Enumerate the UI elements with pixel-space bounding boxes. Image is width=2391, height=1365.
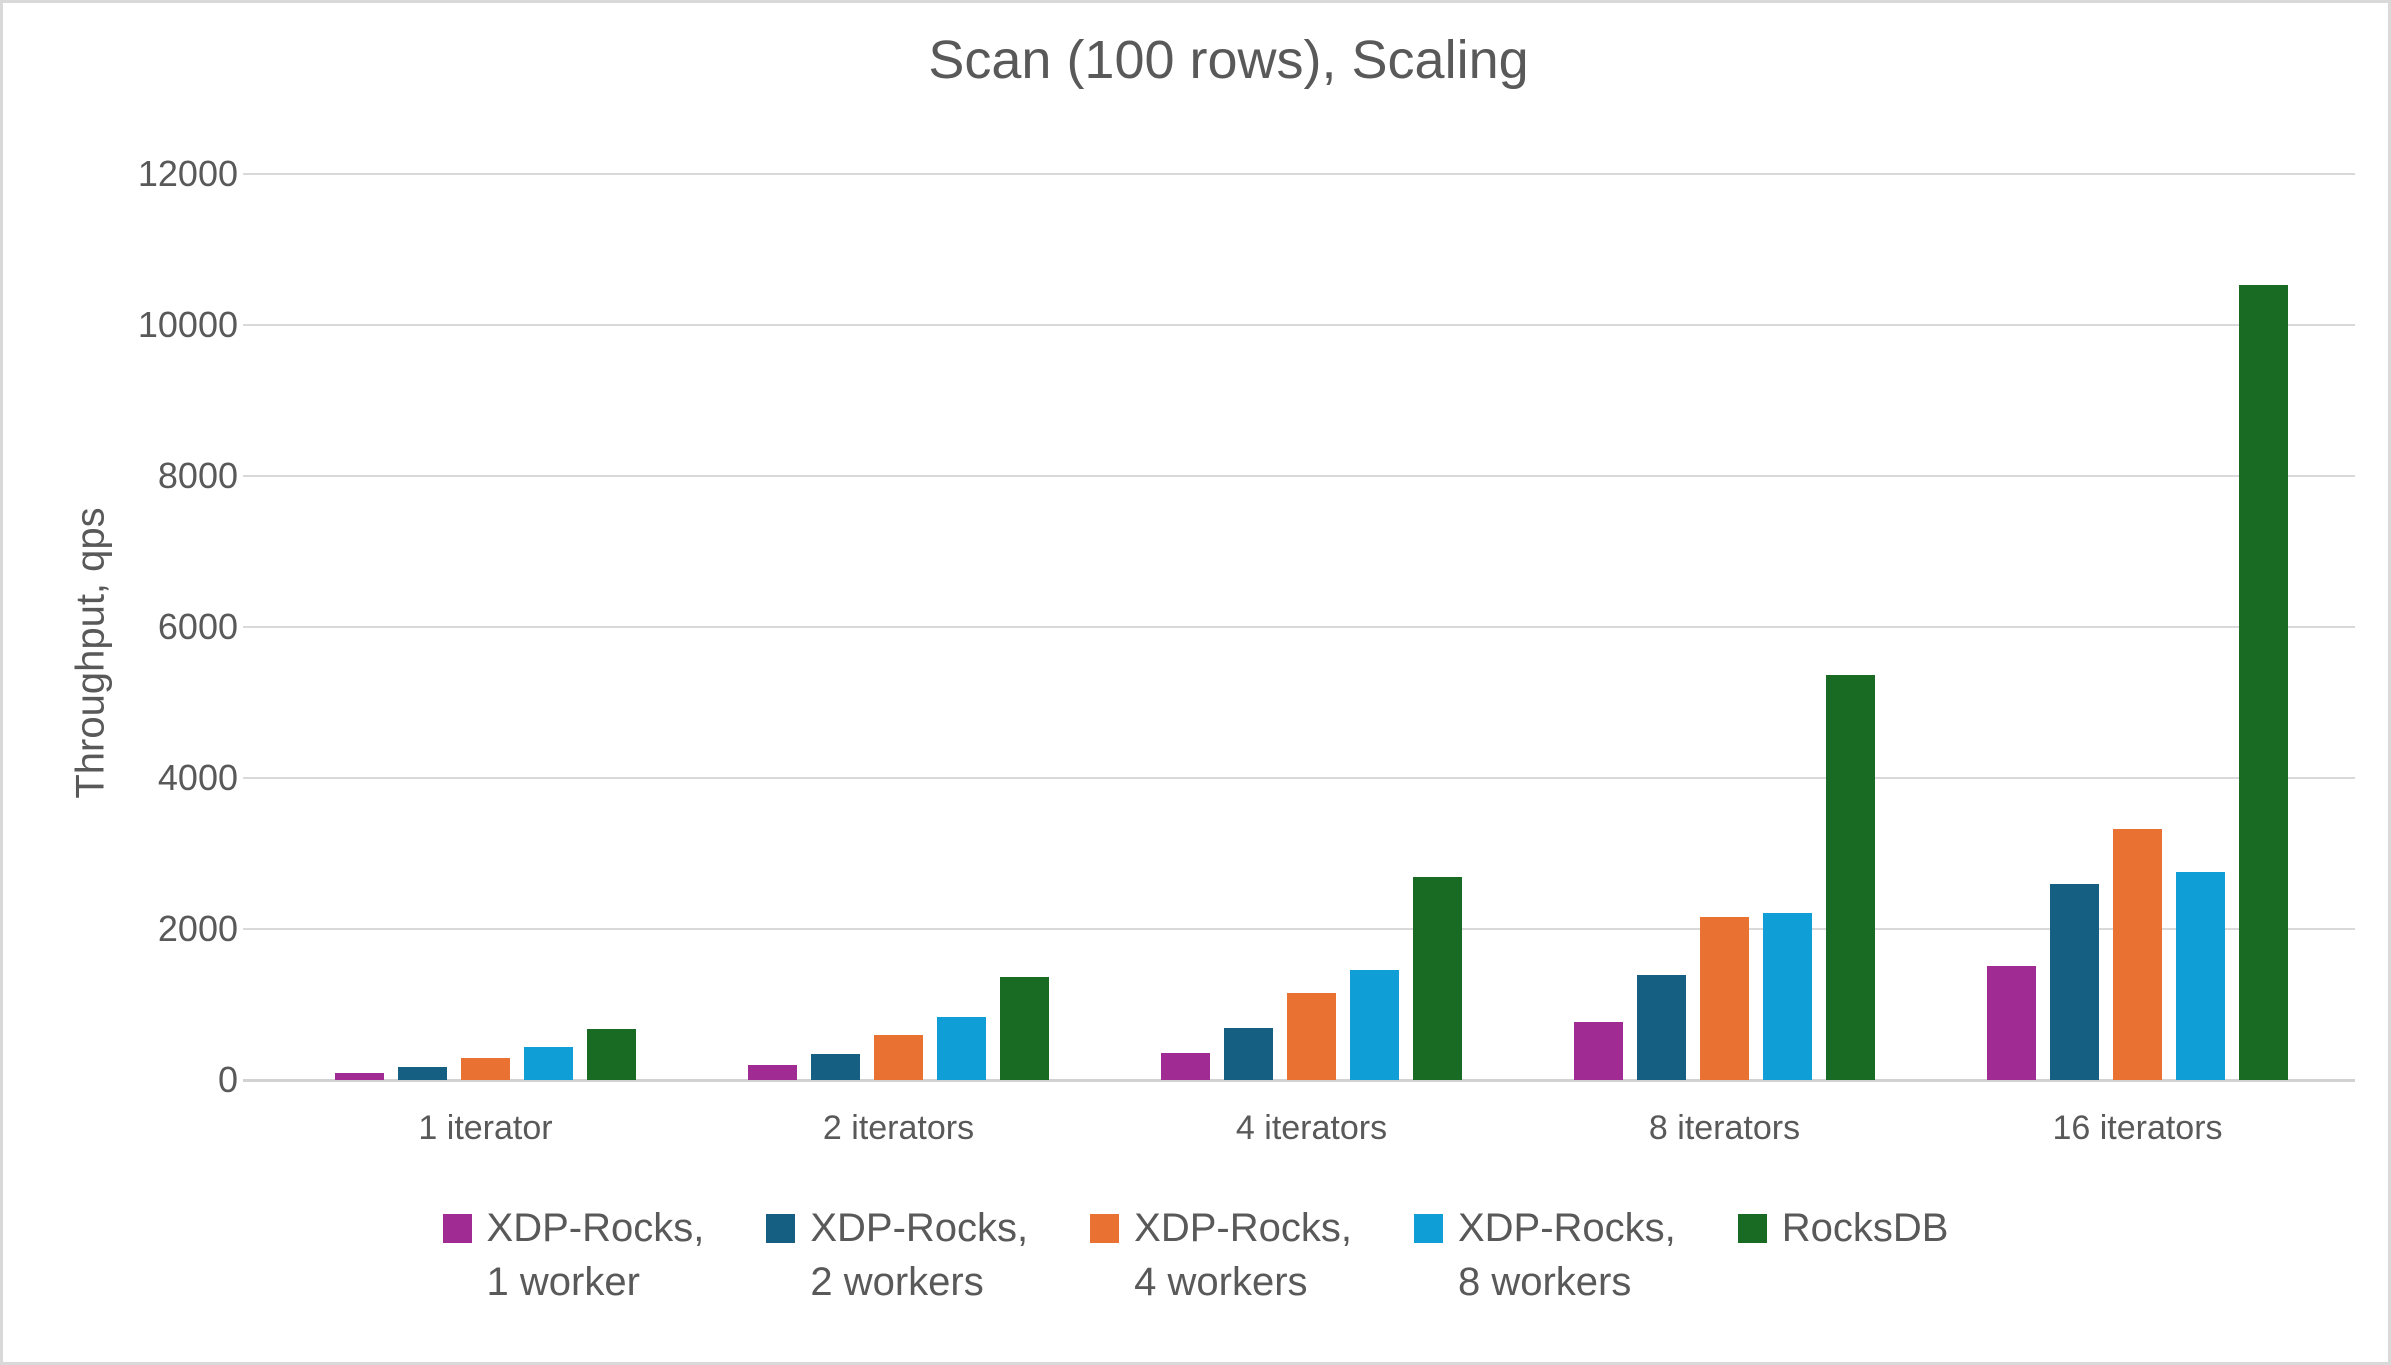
bar-xdp-rocks-8-workers-1-iterator[interactable] (524, 1047, 573, 1080)
bar-xdp-rocks-1-worker-16-iterators[interactable] (1987, 966, 2036, 1080)
bar-group-1-iterator (279, 174, 692, 1080)
legend-item-rocksdb[interactable]: RocksDB (1737, 1201, 1949, 1255)
bar-xdp-rocks-2-workers-16-iterators[interactable] (2050, 884, 2099, 1080)
bar-xdp-rocks-1-worker-8-iterators[interactable] (1574, 1022, 1623, 1080)
legend-swatch-icon (442, 1214, 472, 1243)
y-axis-tick-labels: 0 2000 4000 6000 8000 10000 12000 (3, 3, 238, 1362)
x-axis-category-labels: 1 iterator 2 iterators 4 iterators 8 iterat… (279, 1106, 2344, 1150)
y-tick-label-10000: 10000 (137, 304, 238, 345)
bar-xdp-rocks-2-workers-8-iterators[interactable] (1637, 975, 1686, 1080)
bar-rocksdb-2-iterators[interactable] (1000, 977, 1049, 1080)
x-axis-line (243, 1079, 2355, 1082)
bar-xdp-rocks-8-workers-8-iterators[interactable] (1763, 913, 1812, 1080)
x-category-label-16-iterators: 16 iterators (2052, 1109, 2223, 1147)
bar-xdp-rocks-4-workers-4-iterators[interactable] (1287, 993, 1336, 1080)
y-tick-label-6000: 6000 (157, 606, 238, 647)
bar-xdp-rocks-1-worker-2-iterators[interactable] (748, 1065, 797, 1080)
bar-rocksdb-8-iterators[interactable] (1826, 675, 1875, 1080)
legend-swatch-icon (1413, 1214, 1443, 1243)
gridline-8000 (243, 475, 2355, 477)
bar-group-16-iterators (1931, 174, 2344, 1080)
x-category-label-8-iterators: 8 iterators (1648, 1109, 1801, 1147)
y-tick-label-0: 0 (217, 1059, 238, 1100)
bar-xdp-rocks-1-worker-4-iterators[interactable] (1161, 1053, 1210, 1080)
bar-xdp-rocks-4-workers-2-iterators[interactable] (874, 1035, 923, 1080)
bar-xdp-rocks-2-workers-4-iterators[interactable] (1224, 1028, 1273, 1080)
legend-label: XDP-Rocks, 2 workers (810, 1206, 1029, 1304)
bar-xdp-rocks-4-workers-8-iterators[interactable] (1700, 917, 1749, 1080)
legend-swatch-icon (766, 1214, 796, 1243)
bar-rocksdb-4-iterators[interactable] (1413, 877, 1462, 1080)
bar-group-2-iterators (692, 174, 1105, 1080)
legend-swatch-icon (1737, 1214, 1767, 1243)
bar-xdp-rocks-1-worker-1-iterator[interactable] (335, 1073, 384, 1080)
x-category-label-2-iterators: 2 iterators (822, 1109, 975, 1147)
legend-item-xdp-rocks-1-worker[interactable]: XDP-Rocks, 1 worker (442, 1201, 705, 1309)
bar-xdp-rocks-4-workers-1-iterator[interactable] (461, 1058, 510, 1080)
y-tick-label-2000: 2000 (157, 908, 238, 949)
gridline-2000 (243, 928, 2355, 930)
legend-item-xdp-rocks-2-workers[interactable]: XDP-Rocks, 2 workers (766, 1201, 1028, 1309)
bar-xdp-rocks-2-workers-2-iterators[interactable] (811, 1054, 860, 1080)
bar-xdp-rocks-2-workers-1-iterator[interactable] (398, 1067, 447, 1080)
bar-group-4-iterators (1105, 174, 1518, 1080)
legend-item-xdp-rocks-8-workers[interactable]: XDP-Rocks, 8 workers (1413, 1201, 1676, 1309)
gridline-10000 (243, 324, 2355, 326)
bar-xdp-rocks-8-workers-4-iterators[interactable] (1350, 970, 1399, 1080)
x-category-label-4-iterators: 4 iterators (1235, 1109, 1388, 1147)
gridline-4000 (243, 777, 2355, 779)
legend-label: XDP-Rocks, 1 worker (486, 1206, 705, 1304)
x-category-label-1-iterator: 1 iterator (418, 1109, 553, 1147)
gridline-12000 (243, 173, 2355, 175)
legend-item-xdp-rocks-4-workers[interactable]: XDP-Rocks, 4 workers (1090, 1201, 1352, 1309)
y-tick-label-4000: 4000 (157, 757, 238, 798)
bar-rocksdb-16-iterators[interactable] (2239, 285, 2288, 1080)
legend-swatch-icon (1090, 1214, 1120, 1243)
bar-xdp-rocks-8-workers-2-iterators[interactable] (937, 1017, 986, 1080)
y-tick-label-12000: 12000 (137, 153, 238, 194)
plot-area (243, 173, 2355, 1082)
legend-label: XDP-Rocks, 8 workers (1457, 1206, 1676, 1304)
bar-group-8-iterators (1518, 174, 1931, 1080)
y-tick-label-8000: 8000 (157, 455, 238, 496)
legend: XDP-Rocks, 1 worker XDP-Rocks, 2 workers X… (3, 1201, 2388, 1309)
chart-title: Scan (100 rows), Scaling (928, 30, 1529, 90)
bar-rocksdb-1-iterator[interactable] (587, 1029, 636, 1080)
bar-xdp-rocks-8-workers-16-iterators[interactable] (2176, 872, 2225, 1080)
legend-label: RocksDB (1781, 1206, 1949, 1250)
bar-xdp-rocks-4-workers-16-iterators[interactable] (2113, 829, 2162, 1080)
bar-groups (279, 174, 2344, 1080)
legend-label: XDP-Rocks, 4 workers (1134, 1206, 1352, 1304)
gridline-6000 (243, 626, 2355, 628)
